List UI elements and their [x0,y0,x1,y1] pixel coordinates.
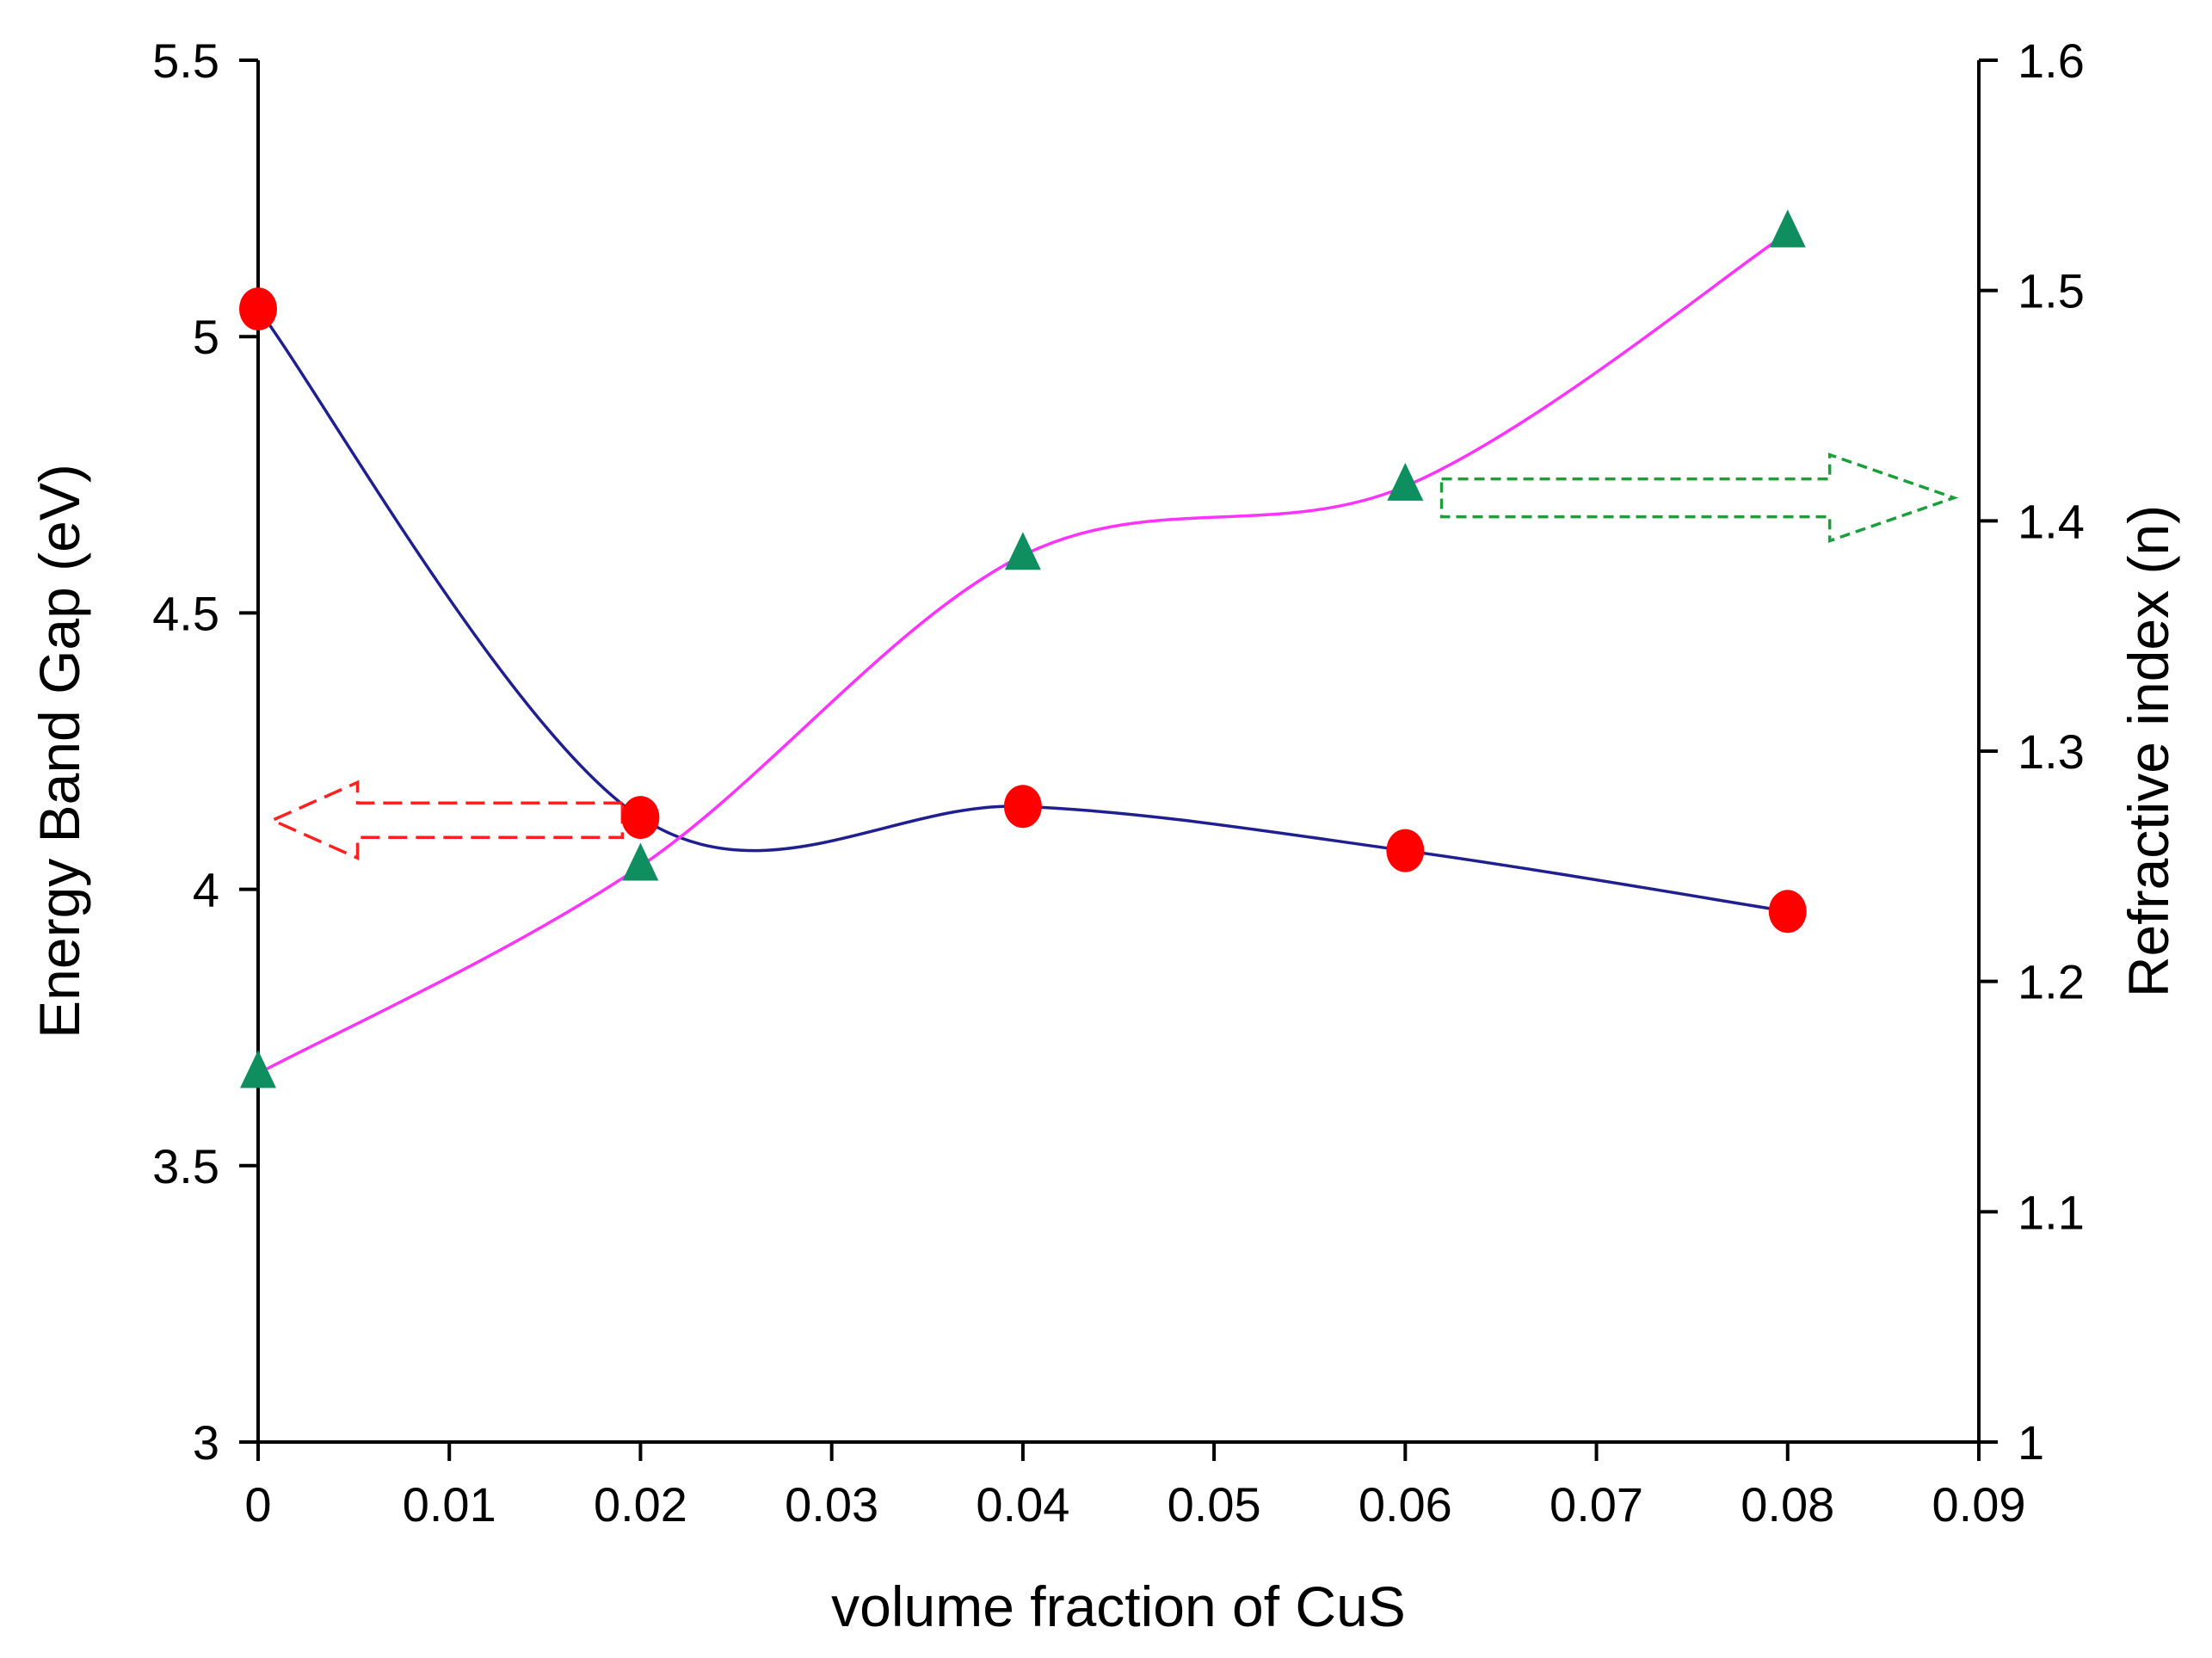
annotation-arrows [268,453,1959,860]
x-tick-label: 0.08 [1741,1477,1834,1532]
left-axis-arrow [268,780,625,860]
y-right-tick-label: 1.4 [2018,494,2085,548]
x-tick-label: 0.07 [1550,1477,1643,1532]
refractive-index-point [1387,462,1424,501]
x-tick-label: 0 [244,1477,271,1532]
y-axis-right-title: Refractive index (n) [2116,505,2180,997]
band-gap-point [1768,890,1807,934]
y-right-tick-label: 1.5 [2018,264,2085,318]
refractive-index-point [622,842,659,881]
band-gap-point [1386,829,1425,872]
y-left-tick-label: 4 [193,863,219,917]
band-gap-point [1003,785,1042,829]
refractive-index-point [240,1050,276,1088]
band-gap-point [621,796,660,840]
y-right-tick-label: 1.1 [2018,1185,2085,1239]
x-tick-label: 0.02 [594,1477,687,1532]
axes: 0 0.01 0.02 0.03 0.04 0.05 0.06 0.07 0.08 0.09 3 3.… [152,34,2085,1532]
y-right-tick-label: 1 [2018,1415,2044,1470]
right-axis-arrow [1439,453,1959,544]
x-tick-label: 0.04 [976,1477,1069,1532]
series-lines [256,231,1789,1076]
y-left-tick-label: 5.5 [152,34,219,88]
x-tick-label: 0.01 [403,1477,496,1532]
series-line-band-gap [256,308,1789,914]
y-left-tick-label: 3 [193,1415,219,1470]
x-tick-label: 0.03 [785,1477,878,1532]
y-right-tick-label: 1.3 [2018,724,2085,779]
x-tick-label: 0.09 [1932,1477,2026,1532]
y-right-tick-label: 1.2 [2018,955,2085,1009]
y-left-tick-label: 4.5 [152,586,219,640]
x-axis-title: volume fraction of CuS [831,1575,1406,1638]
y-left-tick-label: 3.5 [152,1139,219,1193]
refractive-index-point [1004,532,1041,570]
y-left-tick-label: 5 [193,310,219,364]
x-tick-label: 0.06 [1359,1477,1452,1532]
y-axis-left-title: Energy Band Gap (eV) [28,464,91,1039]
y-right-tick-label: 1.6 [2018,34,2085,88]
band-gap-point [239,287,277,331]
x-tick-label: 0.05 [1168,1477,1261,1532]
refractive-index-point [1769,209,1806,248]
series-markers [239,209,1807,1088]
